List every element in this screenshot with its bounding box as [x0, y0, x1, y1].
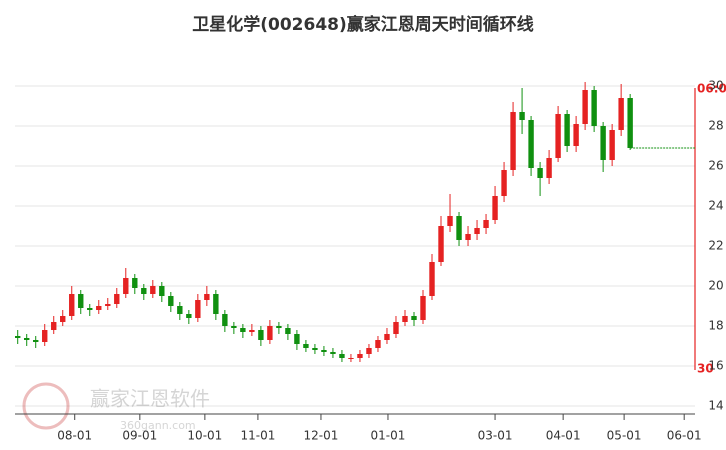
- watermark-logo: [22, 382, 70, 430]
- annotation: 06:0: [697, 82, 726, 96]
- x-tick-label: 03-01: [478, 429, 513, 443]
- x-tick-label: 12-01: [304, 429, 339, 443]
- candle-body: [213, 294, 219, 314]
- candle-body: [150, 286, 156, 294]
- candle-body: [366, 348, 372, 354]
- watermark: 赢家江恩软件 360gann.com: [22, 382, 210, 432]
- candle-body: [528, 120, 534, 168]
- x-tick-label: 05-01: [607, 429, 642, 443]
- y-tick-label: 26: [708, 159, 723, 173]
- x-tick-label: 11-01: [240, 429, 275, 443]
- candle-body: [141, 288, 147, 294]
- y-tick-label: 30: [708, 79, 723, 93]
- candle-body: [375, 340, 381, 348]
- candle-body: [447, 216, 453, 226]
- watermark-url: 360gann.com: [120, 419, 196, 432]
- candle-body: [609, 130, 615, 160]
- candle-body: [456, 216, 462, 240]
- candle-body: [33, 340, 39, 342]
- candle-body: [267, 326, 273, 340]
- candle-body: [222, 314, 228, 326]
- candle-body: [330, 352, 336, 354]
- y-tick-label: 28: [708, 119, 723, 133]
- candle-body: [357, 354, 363, 358]
- candle-body: [114, 294, 120, 304]
- candle-body: [69, 294, 75, 316]
- candle-body: [312, 348, 318, 350]
- candle-body: [60, 316, 66, 322]
- candle-body: [618, 98, 624, 130]
- y-tick-label: 14: [708, 399, 723, 413]
- candle-body: [519, 112, 525, 120]
- candle-body: [159, 286, 165, 296]
- candle-body: [420, 296, 426, 320]
- candle-body: [186, 314, 192, 318]
- y-tick-label: 24: [708, 199, 723, 213]
- candle-body: [195, 300, 201, 318]
- y-tick-label: 18: [708, 319, 723, 333]
- candle-body: [546, 158, 552, 178]
- candle-body: [411, 316, 417, 320]
- candle-body: [339, 354, 345, 358]
- candle-body: [96, 306, 102, 310]
- chart-title: 卫星化学(002648)赢家江恩周天时间循环线: [192, 14, 534, 35]
- candle-body: [204, 294, 210, 300]
- candle-body: [537, 168, 543, 178]
- candle-body: [24, 338, 30, 340]
- candle-body: [402, 316, 408, 322]
- candle-body: [87, 308, 93, 310]
- candle-body: [627, 98, 633, 148]
- x-tick-label: 09-01: [122, 429, 157, 443]
- candle-body: [348, 358, 354, 359]
- candle-body: [42, 330, 48, 342]
- candle-body: [564, 114, 570, 146]
- candle-body: [492, 196, 498, 220]
- candle-body: [276, 326, 282, 328]
- candle-body: [510, 112, 516, 170]
- x-tick-label: 06-01: [667, 429, 702, 443]
- candle-body: [438, 226, 444, 262]
- candle-body: [474, 228, 480, 234]
- candle-body: [465, 234, 471, 240]
- candle-body: [105, 304, 111, 306]
- candle-body: [249, 330, 255, 332]
- candle-body: [177, 306, 183, 314]
- candle-body: [78, 294, 84, 308]
- candle-body: [582, 90, 588, 124]
- y-tick-label: 20: [708, 279, 723, 293]
- y-tick-label: 16: [708, 359, 723, 373]
- candle-body: [483, 220, 489, 228]
- candle-body: [591, 90, 597, 126]
- candle-body: [51, 322, 57, 330]
- y-tick-label: 22: [708, 239, 723, 253]
- candle-body: [285, 328, 291, 334]
- candle-body: [501, 170, 507, 196]
- candle-body: [429, 262, 435, 296]
- x-tick-label: 08-01: [57, 429, 92, 443]
- candle-body: [573, 124, 579, 146]
- candle-body: [384, 334, 390, 340]
- annotation: 30: [697, 362, 714, 376]
- candle-body: [15, 336, 21, 338]
- candle-body: [258, 330, 264, 340]
- candle-body: [303, 344, 309, 348]
- x-tick-label: 10-01: [187, 429, 222, 443]
- candle-body: [231, 326, 237, 328]
- candle-body: [600, 126, 606, 160]
- candle-body: [240, 328, 246, 332]
- candle-body: [123, 278, 129, 294]
- candle-body: [132, 278, 138, 288]
- candle-body: [393, 322, 399, 334]
- candle-body: [555, 114, 561, 158]
- candle-body: [168, 296, 174, 306]
- watermark-text: 赢家江恩软件: [90, 387, 210, 411]
- x-tick-label: 01-01: [371, 429, 406, 443]
- candle-body: [294, 334, 300, 344]
- candle-body: [321, 350, 327, 352]
- x-tick-label: 04-01: [546, 429, 581, 443]
